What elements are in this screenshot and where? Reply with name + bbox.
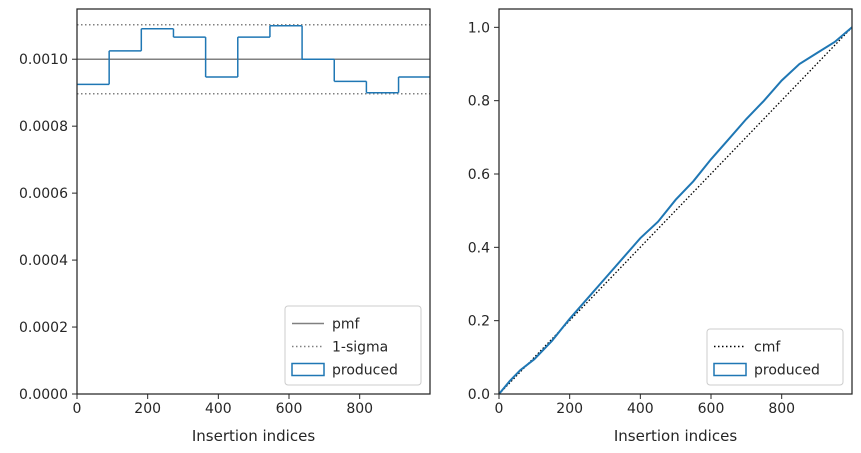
- pmf-panel: 0 200 400 600 800 0.0000 0.0002 0.0004 0.0006 0.0…: [19, 8, 431, 445]
- legend-swatch-produced: [291, 362, 325, 377]
- y-tick-label: 0.2: [468, 314, 490, 330]
- x-tick-label: 200: [134, 401, 161, 417]
- x-tick-label: 400: [627, 401, 654, 417]
- y-tick-label: 1.0: [468, 20, 490, 36]
- y-tick-label: 0.0008: [19, 119, 68, 135]
- x-axis-label: Insertion indices: [614, 427, 737, 445]
- legend-label: 1-sigma: [332, 340, 388, 356]
- x-tick-label: 0: [73, 401, 82, 417]
- x-tick-label: 600: [276, 401, 303, 417]
- y-tick-label: 0.0006: [19, 186, 68, 202]
- legend-label: produced: [754, 363, 820, 379]
- y-tick-label: 0.6: [468, 167, 490, 183]
- legend-frame: [706, 328, 844, 386]
- legend-label: produced: [332, 363, 398, 379]
- x-axis-label: Insertion indices: [192, 427, 315, 445]
- x-tick-label: 200: [556, 401, 583, 417]
- produced-cumulative-line: [498, 26, 853, 395]
- y-tick-label: 0.8: [468, 94, 490, 110]
- legend: cmf produced: [706, 328, 844, 386]
- y-tick-label: 0.0004: [19, 253, 68, 269]
- legend-frame: [284, 305, 422, 386]
- legend-label: pmf: [332, 317, 361, 333]
- x-tick-label: 400: [205, 401, 232, 417]
- axes-frame: [498, 8, 853, 395]
- x-tick-label: 600: [698, 401, 725, 417]
- y-tick-label: 0.0000: [19, 387, 68, 403]
- y-tick-label: 0.0: [468, 387, 490, 403]
- y-tick-label: 0.4: [468, 240, 490, 256]
- y-tick-label: 0.0002: [19, 320, 68, 336]
- legend-swatch-produced: [713, 362, 747, 377]
- x-tick-label: 0: [495, 401, 504, 417]
- legend-label: cmf: [754, 340, 781, 356]
- cmf-panel: 0 200 400 600 800 0.0 0.2 0.4 0.6 0.8 1.0 Insertion…: [468, 8, 853, 445]
- axes-frame: [76, 8, 431, 395]
- legend: pmf 1-sigma produced: [284, 305, 422, 386]
- x-tick-label: 800: [346, 401, 373, 417]
- x-tick-label: 800: [768, 401, 795, 417]
- y-tick-label: 0.0010: [19, 52, 68, 68]
